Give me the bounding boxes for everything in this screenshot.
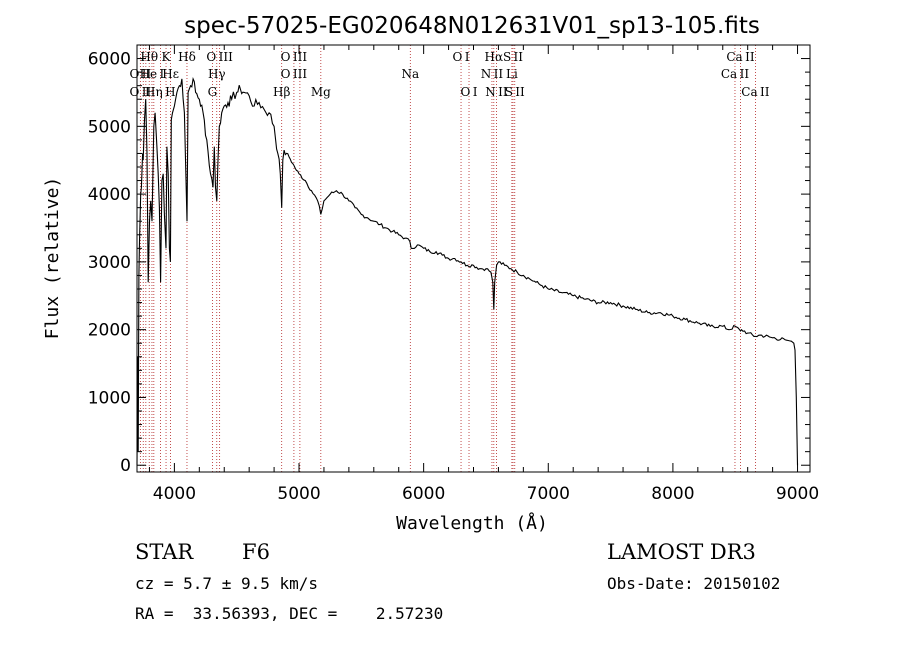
x-tick-label: 4000 [153, 484, 196, 504]
x-tick-label: 6000 [402, 484, 445, 504]
spectral-line-label: K [162, 50, 172, 64]
object-class: STAR [135, 540, 194, 564]
spectral-line-label: N II [485, 85, 508, 99]
spectral-line-label: O III [281, 67, 308, 81]
spectral-line-label: Hη [145, 85, 163, 99]
spectral-line-label: Hα [485, 50, 504, 64]
y-tick-label: 6000 [88, 50, 131, 70]
y-axis-ticks: 0 1000 2000 3000 4000 5000 6000 [88, 50, 810, 476]
spectral-line-label: O II [130, 85, 152, 99]
spectral-line-label: O III [206, 50, 233, 64]
chart-title: spec-57025-EG020648N012631V01_sp13-105.f… [184, 13, 760, 39]
spectral-line-label: S II [503, 50, 523, 64]
y-tick-label: 2000 [88, 321, 131, 341]
spectral-line-label: Hδ [178, 50, 196, 64]
spectrum-series-line [136, 76, 799, 466]
x-tick-label: 9000 [776, 484, 819, 504]
survey-name: LAMOST DR3 [607, 540, 756, 564]
spectral-line-label: Na [401, 67, 419, 81]
y-tick-label: 1000 [88, 388, 131, 408]
observation-date: Obs-Date: 20150102 [607, 574, 781, 593]
spectral-line-label: Hθ [140, 50, 158, 64]
x-tick-label: 8000 [651, 484, 694, 504]
spectral-line-label: O II [130, 67, 152, 81]
sky-coordinates: RA = 33.56393, DEC = 2.57230 [135, 604, 444, 623]
redshift-velocity: cz = 5.7 ± 9.5 km/s [135, 574, 319, 593]
spectral-line-label: Mg [311, 85, 331, 99]
spectral-line-label: Hγ [208, 67, 226, 81]
spectral-line-label: H [165, 85, 175, 99]
x-tick-label: 5000 [277, 484, 320, 504]
x-tick-label: 7000 [527, 484, 570, 504]
y-tick-label: 5000 [88, 117, 131, 137]
spectral-line-label: O III [281, 50, 308, 64]
object-subclass: F6 [242, 540, 270, 564]
spectral-line-label: Li [506, 67, 518, 81]
spectral-line-label: N II [481, 67, 504, 81]
spectral-line-label: Hε [162, 67, 179, 81]
spectral-line-label: He I [140, 67, 165, 81]
spectral-line-label: Ca II [726, 50, 754, 64]
y-tick-label: 4000 [88, 185, 131, 205]
spectral-line-labels: O II O II Hθ He I Hη K Hε H Hδ O III Hγ G Hβ O III O I… [130, 50, 770, 99]
spectral-line-label: O I [461, 85, 478, 99]
spectral-line-label: Ca II [741, 85, 769, 99]
plot-frame [136, 44, 811, 473]
y-tick-label: 0 [120, 456, 131, 476]
spectral-line-label: S II [505, 85, 525, 99]
y-axis-label: Flux (relative) [42, 177, 63, 340]
x-axis-label: Wavelength (Å) [396, 512, 548, 534]
y-tick-label: 3000 [88, 253, 131, 273]
spectral-line-label: Ca II [721, 67, 749, 81]
spectral-line-label: O I [453, 50, 470, 64]
spectral-line-label: Hβ [273, 85, 290, 99]
spectral-line-label: G [208, 85, 218, 99]
x-axis-ticks: 4000 5000 6000 7000 8000 9000 [148, 45, 819, 504]
